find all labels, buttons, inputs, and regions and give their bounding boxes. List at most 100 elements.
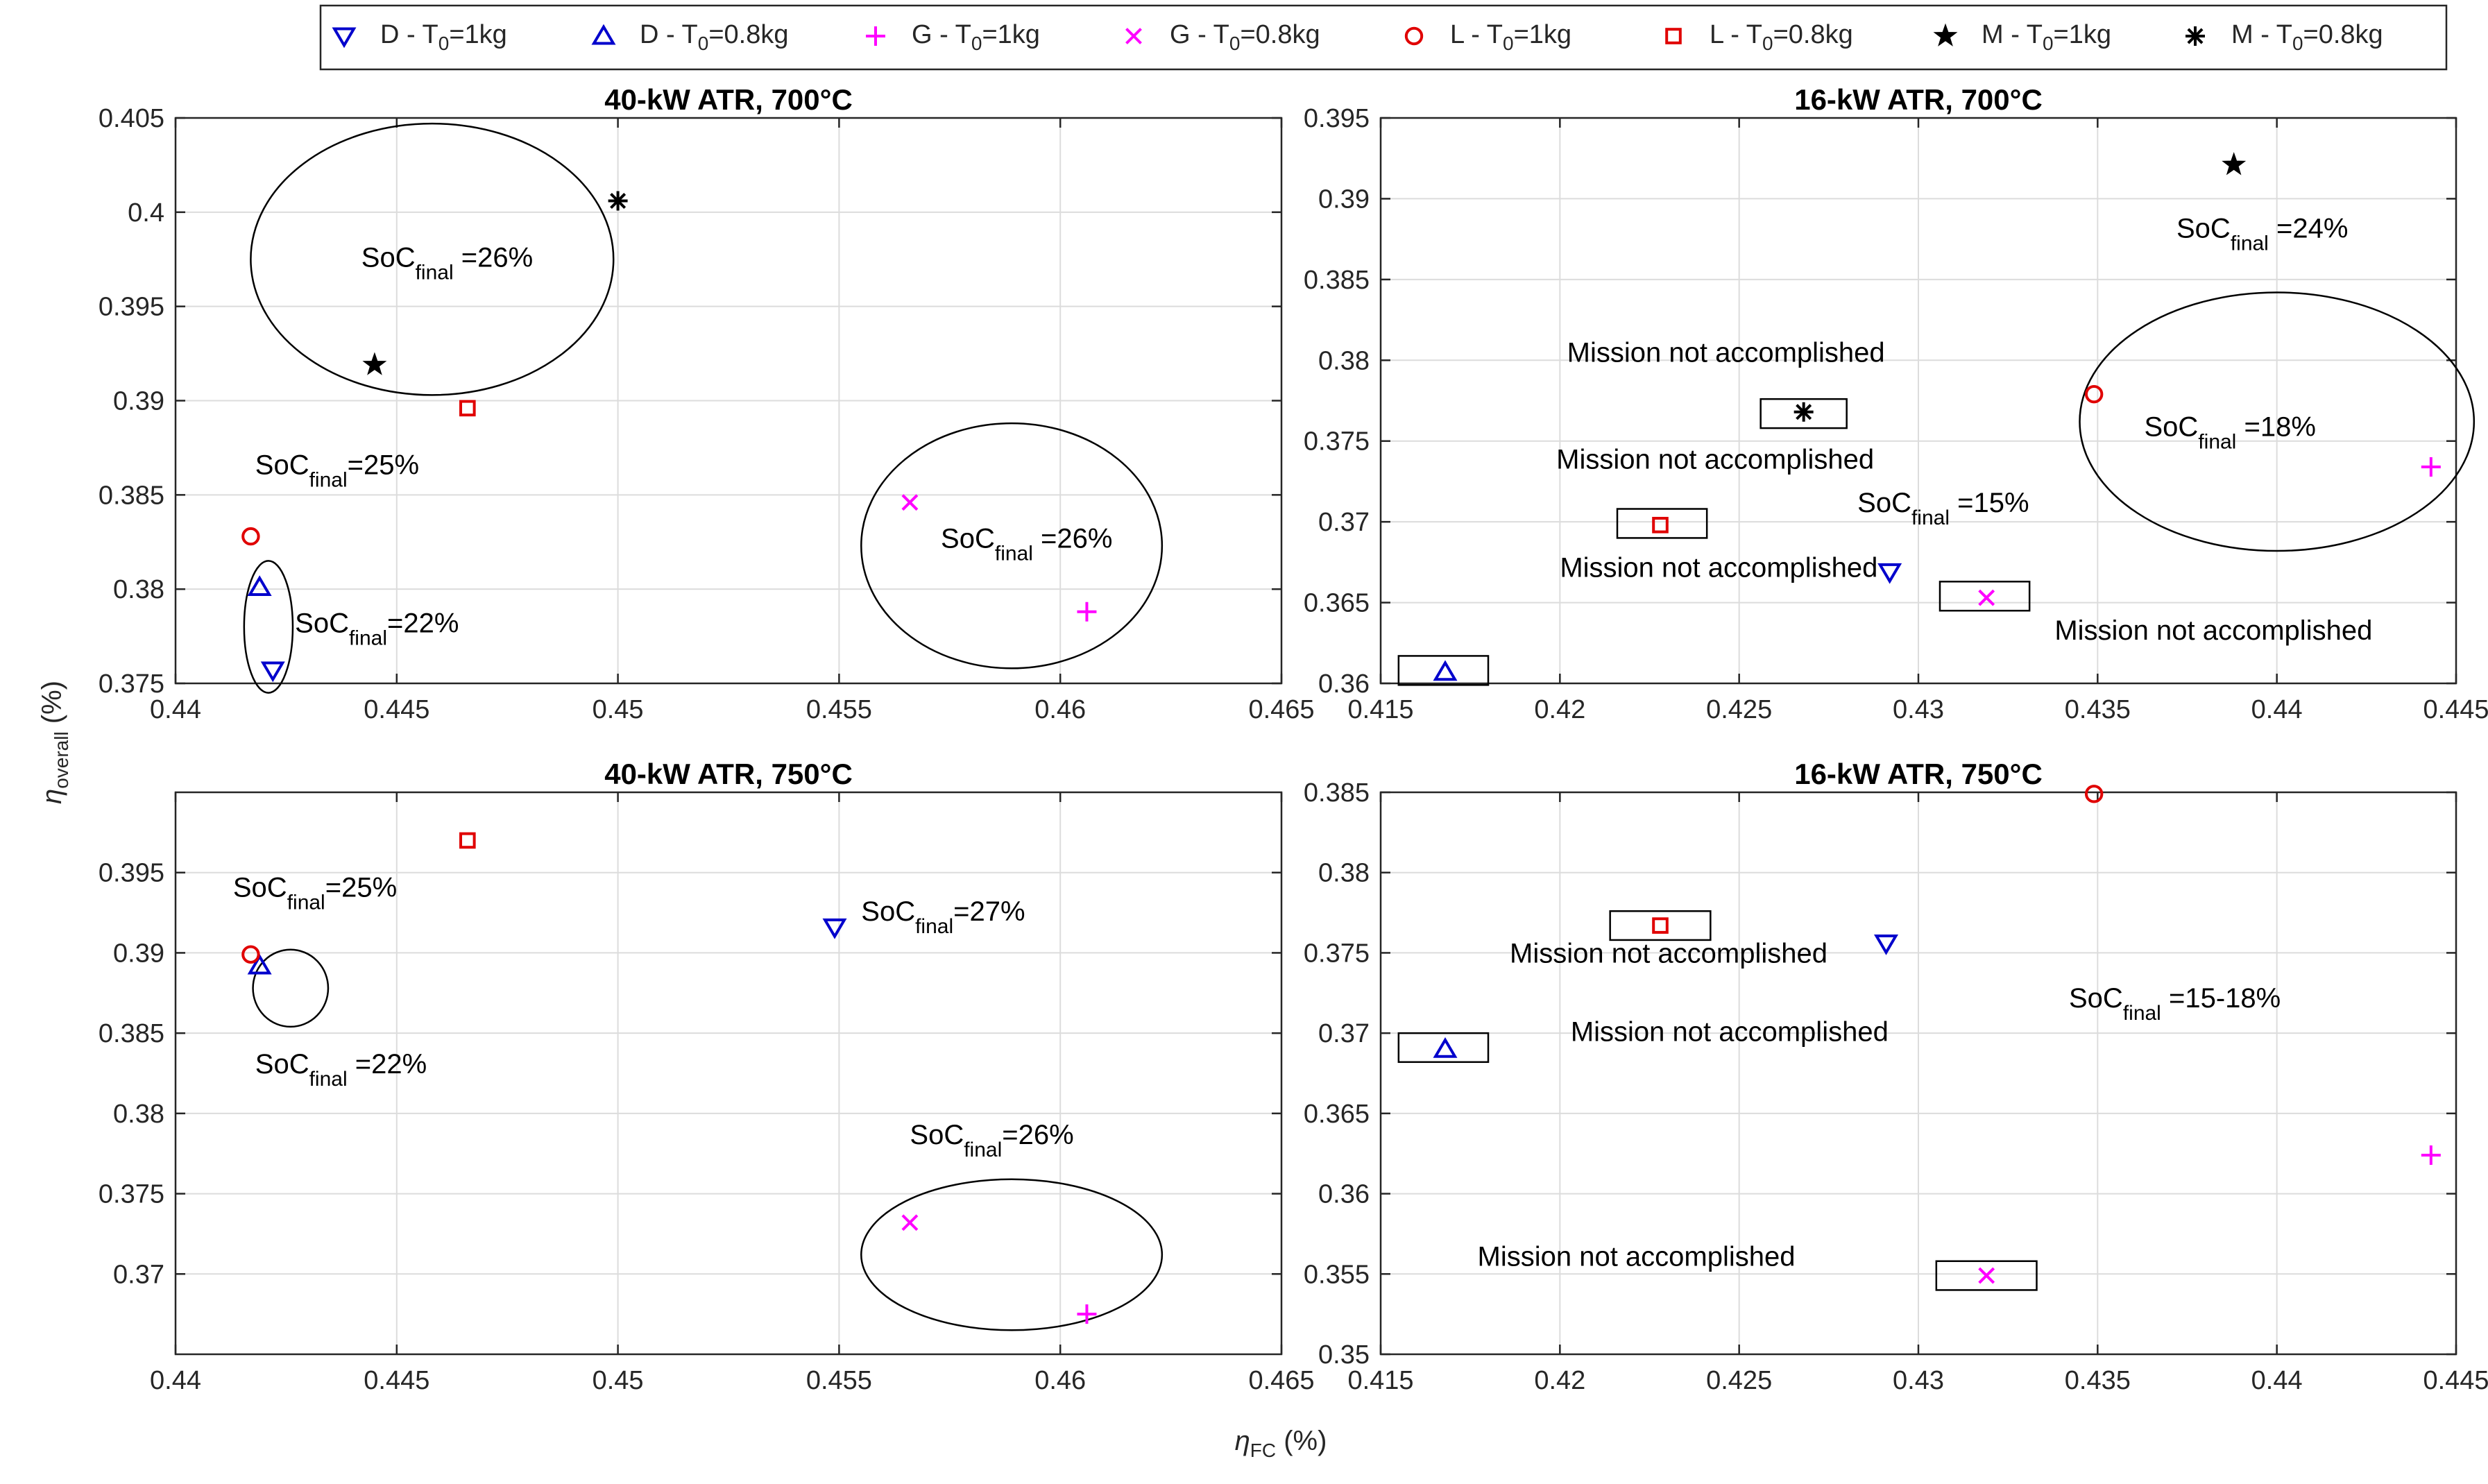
legend-marker-x [1125, 28, 1142, 44]
legend-marker-square [1665, 28, 1682, 44]
legend-box [319, 4, 2448, 71]
y-tick-label: 0.395 [99, 293, 164, 322]
legend-label: G - T0=0.8kg [1170, 20, 1320, 54]
grouping-ellipse [860, 422, 1164, 669]
point-D08 [1433, 660, 1458, 681]
point-L1 [2084, 785, 2104, 803]
legend-item-D1: D - T0=1kg [332, 20, 507, 54]
y-tick-label: 0.37 [113, 1260, 164, 1289]
point-G1 [1077, 602, 1097, 622]
x-tick-label: 0.46 [1034, 1366, 1086, 1395]
annotation: SoCfinal =24% [2176, 213, 2348, 255]
failure-box [1939, 581, 2031, 612]
failure-box [1397, 1032, 1490, 1064]
legend-marker-asterisk [2185, 26, 2205, 46]
y-tick-label: 0.365 [1304, 1100, 1370, 1129]
panel-title: 40-kW ATR, 750°C [604, 758, 853, 790]
panel-title: 16-kW ATR, 700°C [1794, 83, 2043, 116]
point-G1 [2421, 457, 2441, 477]
y-tick-label: 0.39 [1318, 185, 1370, 214]
annotation: Mission not accomplished [1567, 338, 1885, 368]
annotation: SoCfinal=27% [861, 896, 1025, 938]
y-tick-label: 0.38 [1318, 859, 1370, 888]
x-tick-label: 0.43 [1893, 695, 1944, 724]
plot-frame [174, 791, 1283, 1356]
x-tick-label: 0.44 [2251, 695, 2303, 724]
failure-box [1397, 655, 1490, 686]
y-tick-label: 0.365 [1304, 589, 1370, 618]
x-tick-label: 0.425 [1706, 1366, 1772, 1395]
x-tick-label: 0.42 [1534, 695, 1585, 724]
legend-label: M - T0=0.8kg [2231, 20, 2383, 54]
x-tick-label: 0.42 [1534, 1366, 1585, 1395]
point-D08 [247, 953, 272, 975]
point-M1 [2222, 152, 2247, 176]
panel-40kw-700: 0.44 0.445 0.45 0.455 0.46 0.465 0.375 0.38 0.38… [99, 83, 1315, 724]
y-tick-label: 0.36 [1318, 669, 1370, 699]
x-tick-label: 0.445 [364, 1366, 429, 1395]
annotation: Mission not accomplished [1556, 444, 1874, 475]
annotation: Mission not accomplished [1571, 1017, 1889, 1048]
y-tick-label: 0.385 [1304, 778, 1370, 808]
panel-16kw-750: 0.415 0.42 0.425 0.43 0.435 0.44 0.445 0.35 0.35… [1304, 758, 2488, 1395]
annotation: SoCfinal =15-18% [2069, 983, 2281, 1025]
point-G08 [1978, 589, 1995, 606]
panel-title: 16-kW ATR, 750°C [1794, 758, 2043, 790]
y-tick-label: 0.37 [1318, 508, 1370, 537]
x-tick-label: 0.45 [593, 1366, 644, 1395]
point-M1 [362, 352, 387, 375]
panel-40kw-750: 0.44 0.445 0.45 0.455 0.46 0.465 0.37 0.375 0.38… [99, 758, 1315, 1395]
x-tick-label: 0.45 [593, 695, 644, 724]
y-tick-label: 0.4 [128, 198, 164, 228]
annotation: SoCfinal=22% [295, 608, 459, 650]
y-tick-label: 0.395 [1304, 104, 1370, 133]
grouping-ellipse [252, 948, 330, 1028]
annotation: SoCfinal=26% [910, 1120, 1073, 1161]
x-tick-label: 0.455 [806, 1366, 872, 1395]
x-tick-label: 0.415 [1347, 695, 1413, 724]
annotation: Mission not accomplished [1510, 938, 1827, 969]
point-D1 [260, 661, 285, 683]
annotation: SoCfinal =26% [941, 523, 1112, 565]
legend: D - T0=1kg D - T0=0.8kg G - T0=1kg G - T0=0… [319, 4, 2448, 71]
y-tick-label: 0.375 [1304, 427, 1370, 457]
y-tick-label: 0.375 [99, 669, 164, 699]
legend-label: D - T0=1kg [380, 20, 507, 54]
point-D08 [1433, 1037, 1458, 1058]
legend-label: D - T0=0.8kg [640, 20, 788, 54]
legend-marker-circle [1404, 26, 1424, 46]
x-tick-label: 0.455 [806, 695, 872, 724]
x-tick-label: 0.425 [1706, 695, 1772, 724]
x-tick-label: 0.445 [2423, 1366, 2488, 1395]
point-L1 [241, 527, 260, 546]
x-tick-label: 0.44 [2251, 1366, 2303, 1395]
y-tick-label: 0.38 [113, 1100, 164, 1129]
point-L08 [459, 400, 476, 417]
annotation: Mission not accomplished [1560, 552, 1877, 583]
annotation: SoCfinal =22% [255, 1049, 427, 1091]
y-tick-label: 0.385 [99, 481, 164, 510]
legend-label: M - T0=1kg [1982, 20, 2111, 54]
x-tick-label: 0.415 [1347, 1366, 1413, 1395]
legend-item-M08: M - T0=0.8kg [2185, 20, 2383, 54]
x-tick-label: 0.43 [1893, 1366, 1944, 1395]
y-tick-label: 0.37 [1318, 1019, 1370, 1048]
y-tick-label: 0.385 [99, 1019, 164, 1048]
annotation: SoCfinal =15% [1857, 488, 2029, 529]
point-G1 [1077, 1304, 1097, 1324]
legend-marker-plus [866, 26, 885, 46]
y-tick-label: 0.35 [1318, 1340, 1370, 1370]
y-tick-label: 0.405 [99, 104, 164, 133]
x-tick-label: 0.445 [2423, 695, 2488, 724]
panel-16kw-700: 0.415 0.42 0.425 0.43 0.435 0.44 0.445 0.36 0.36… [1304, 83, 2488, 724]
y-tick-label: 0.38 [1318, 346, 1370, 375]
x-tick-label: 0.445 [364, 695, 429, 724]
legend-item-D08: D - T0=0.8kg [591, 20, 788, 54]
y-tick-label: 0.375 [99, 1180, 164, 1209]
point-D08 [247, 575, 272, 596]
point-L08 [459, 832, 476, 849]
y-tick-label: 0.36 [1318, 1180, 1370, 1209]
x-tick-label: 0.435 [2065, 1366, 2131, 1395]
point-M08 [1793, 402, 1814, 422]
legend-label: G - T0=1kg [912, 20, 1040, 54]
